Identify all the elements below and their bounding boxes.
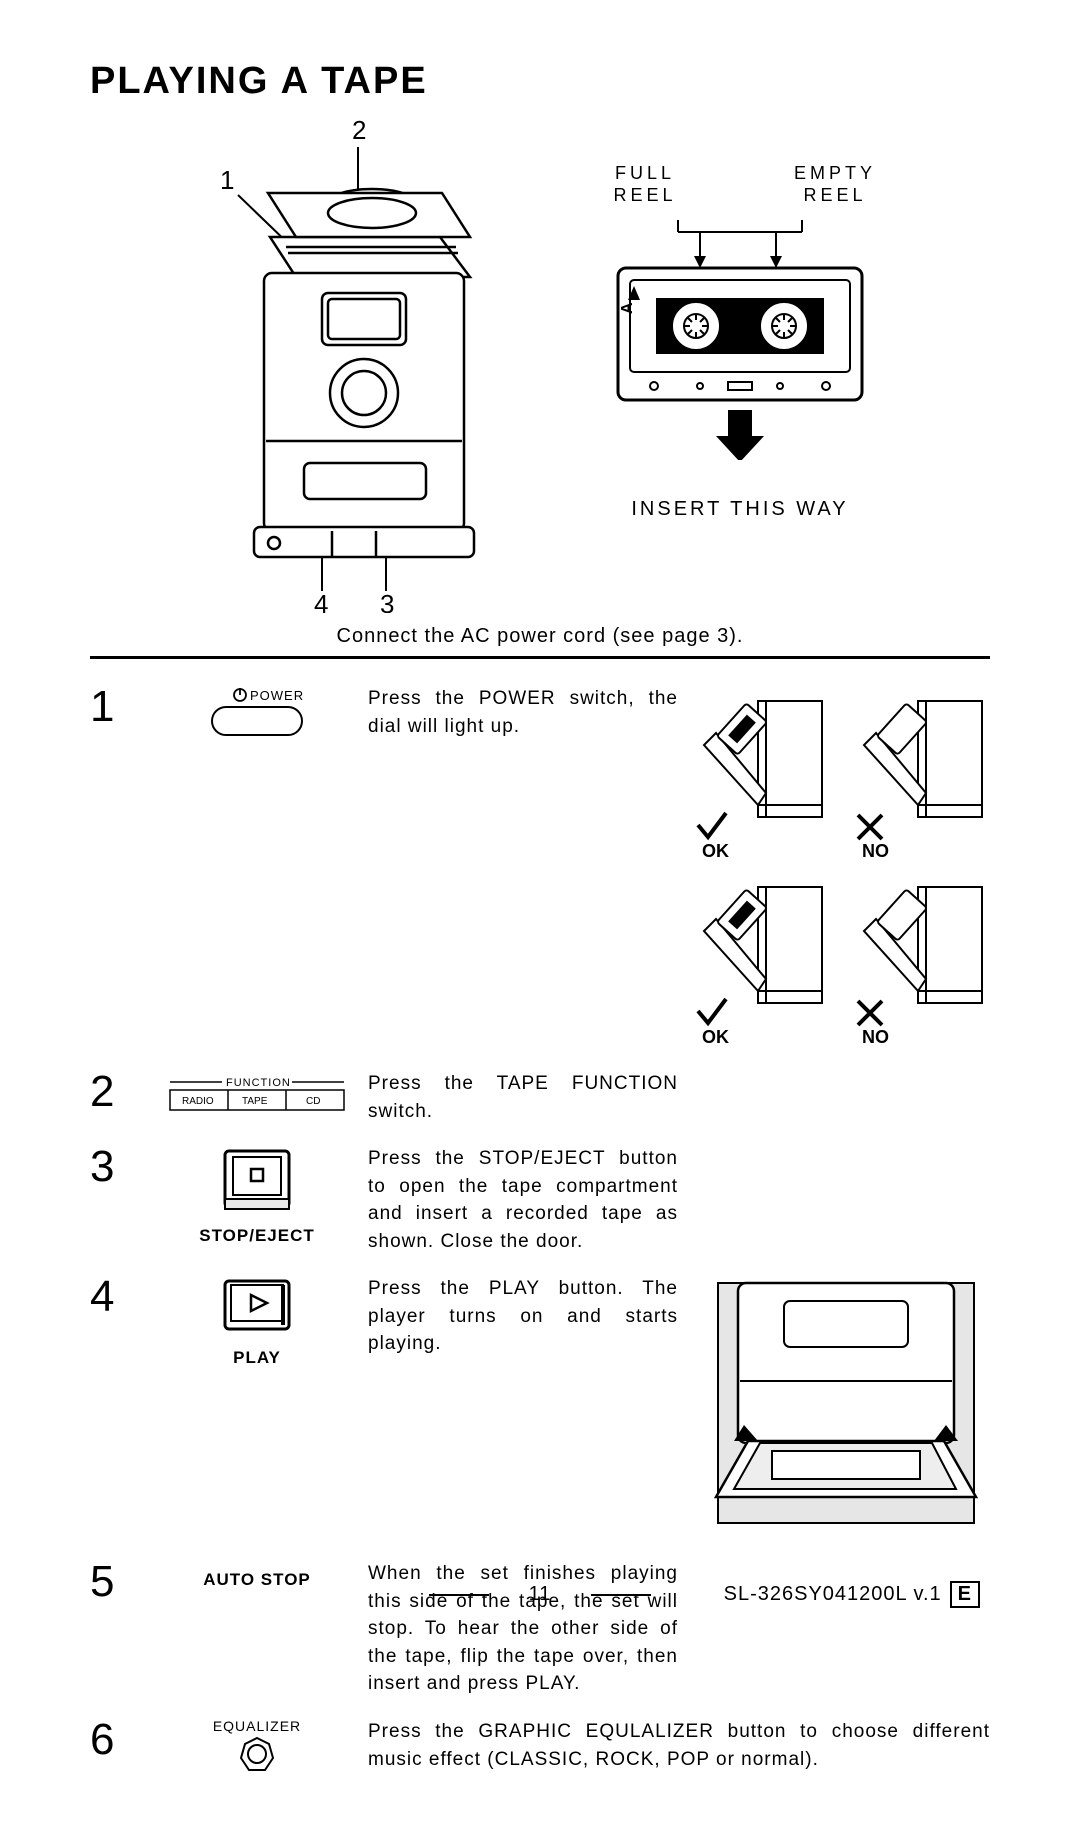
empty-reel-l1: EMPTY <box>794 163 876 183</box>
power-switch-icon: POWER <box>162 685 352 742</box>
step-3-number: 3 <box>90 1145 146 1189</box>
section-divider <box>90 656 990 659</box>
step-2-text: Press the TAPE FUNCTION switch. <box>368 1070 678 1125</box>
function-label: FUNCTION <box>226 1077 291 1089</box>
power-label: POWER <box>250 688 304 703</box>
page-number: 11 <box>529 1583 552 1606</box>
func-cd: CD <box>306 1096 320 1107</box>
step-1-number: 1 <box>90 685 146 729</box>
play-label: PLAY <box>162 1348 352 1368</box>
device-diagram: 2 1 <box>90 113 530 613</box>
callout-3: 3 <box>380 589 394 613</box>
insert-okno-diagrams: OK NO <box>694 685 994 1050</box>
function-switch-icon: FUNCTION RADIO TAPE CD <box>162 1070 352 1117</box>
equalizer-icon: EQUALIZER <box>162 1718 352 1777</box>
empty-reel-l2: REEL <box>803 185 866 205</box>
no-label-2: NO <box>862 1027 889 1045</box>
page-title: PLAYING A TAPE <box>90 60 990 103</box>
step-4-text: Press the PLAY button. The player turns … <box>368 1275 678 1358</box>
callout-4: 4 <box>314 589 328 613</box>
func-tape: TAPE <box>242 1096 268 1107</box>
step-6-text: Press the GRAPHIC EQULALIZER button to c… <box>368 1718 990 1773</box>
cassette-diagram: FULL REEL EMPTY REEL <box>570 113 910 521</box>
full-reel-l1: FULL <box>615 163 675 183</box>
no-label-1: NO <box>862 841 889 861</box>
model-number: SL-326SY041200L v.1 <box>724 1583 942 1606</box>
stop-eject-icon: STOP/EJECT <box>162 1145 352 1246</box>
play-button-icon: PLAY <box>162 1275 352 1368</box>
ok-label-2: OK <box>702 1027 729 1045</box>
full-reel-l2: REEL <box>613 185 676 205</box>
func-radio: RADIO <box>182 1096 214 1107</box>
step-3-text: Press the STOP/EJECT button to open the … <box>368 1145 678 1255</box>
ok-label-1: OK <box>702 841 729 861</box>
step-2-number: 2 <box>90 1070 146 1114</box>
step-6-number: 6 <box>90 1718 146 1762</box>
step-4-number: 4 <box>90 1275 146 1319</box>
stop-eject-label: STOP/EJECT <box>162 1226 352 1246</box>
e-badge: E <box>950 1581 980 1608</box>
page-footer: 11 SL-326SY041200L v.1 E <box>0 1583 1080 1606</box>
step-1-text: Press the POWER switch, the dial will li… <box>368 685 678 740</box>
tape-door-diagram <box>694 1275 994 1540</box>
step-5-text: When the set finishes playing this side … <box>368 1560 678 1698</box>
callout-2: 2 <box>352 115 366 145</box>
svg-text:A: A <box>619 302 636 314</box>
callout-1: 1 <box>220 165 234 195</box>
insert-this-way-label: INSERT THIS WAY <box>570 498 910 521</box>
equalizer-label: EQUALIZER <box>162 1718 352 1734</box>
connect-power-text: Connect the AC power cord (see page 3). <box>90 625 990 648</box>
